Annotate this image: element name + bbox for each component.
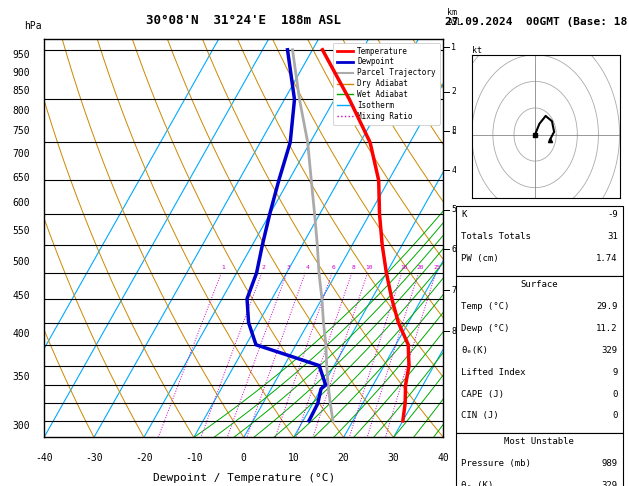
Text: θₑ (K): θₑ (K) — [461, 481, 493, 486]
Text: -10: -10 — [185, 453, 203, 463]
Text: 900: 900 — [13, 68, 30, 78]
Text: 329: 329 — [601, 481, 618, 486]
Text: 450: 450 — [13, 291, 30, 301]
Text: 989: 989 — [601, 459, 618, 469]
Text: 20: 20 — [338, 453, 350, 463]
Text: 10: 10 — [288, 453, 299, 463]
Text: CAPE (J): CAPE (J) — [461, 390, 504, 399]
Text: -30: -30 — [85, 453, 103, 463]
Bar — [456, 206, 623, 276]
Text: Surface: Surface — [521, 280, 558, 289]
Text: 3: 3 — [452, 126, 457, 135]
Text: -40: -40 — [35, 453, 53, 463]
Text: Dewpoint / Temperature (°C): Dewpoint / Temperature (°C) — [153, 473, 335, 483]
Text: 29.9: 29.9 — [596, 302, 618, 311]
Text: 30: 30 — [387, 453, 399, 463]
Text: km
ASL: km ASL — [447, 7, 462, 27]
Text: 4: 4 — [452, 166, 457, 175]
Text: 25: 25 — [433, 265, 441, 270]
Text: 30°08'N  31°24'E  188m ASL: 30°08'N 31°24'E 188m ASL — [146, 14, 342, 27]
Text: -9: -9 — [607, 210, 618, 219]
Text: 400: 400 — [13, 329, 30, 339]
Text: Totals Totals: Totals Totals — [461, 232, 531, 241]
Text: 16: 16 — [400, 265, 408, 270]
Text: 550: 550 — [13, 226, 30, 236]
Text: 1: 1 — [221, 265, 225, 270]
Text: CIN (J): CIN (J) — [461, 412, 499, 420]
Text: 5: 5 — [452, 206, 457, 214]
Text: 0: 0 — [613, 412, 618, 420]
Text: 1.74: 1.74 — [596, 254, 618, 263]
Text: 700: 700 — [13, 149, 30, 159]
Text: 31: 31 — [607, 232, 618, 241]
Text: hPa: hPa — [24, 21, 42, 31]
Text: 2: 2 — [262, 265, 265, 270]
Text: 300: 300 — [13, 421, 30, 432]
Text: Most Unstable: Most Unstable — [504, 437, 574, 447]
Text: 9: 9 — [613, 368, 618, 377]
Text: kt: kt — [472, 46, 482, 55]
Text: 500: 500 — [13, 257, 30, 267]
Text: 6: 6 — [332, 265, 336, 270]
Text: 11.2: 11.2 — [596, 324, 618, 333]
Text: -20: -20 — [135, 453, 153, 463]
Bar — [456, 276, 623, 434]
Text: 850: 850 — [13, 86, 30, 96]
Text: 650: 650 — [13, 173, 30, 183]
Text: 7: 7 — [452, 286, 457, 295]
Text: 0: 0 — [241, 453, 247, 463]
Text: 329: 329 — [601, 346, 618, 355]
Text: 750: 750 — [13, 126, 30, 137]
Text: Temp (°C): Temp (°C) — [461, 302, 509, 311]
Text: K: K — [461, 210, 466, 219]
Text: 3: 3 — [287, 265, 291, 270]
Text: 10: 10 — [365, 265, 373, 270]
Text: 350: 350 — [13, 372, 30, 382]
Text: θₑ(K): θₑ(K) — [461, 346, 488, 355]
Text: 27.09.2024  00GMT (Base: 18): 27.09.2024 00GMT (Base: 18) — [445, 17, 629, 27]
Text: 8: 8 — [352, 265, 355, 270]
Text: Pressure (mb): Pressure (mb) — [461, 459, 531, 469]
Text: PW (cm): PW (cm) — [461, 254, 499, 263]
Text: 40: 40 — [438, 453, 449, 463]
Text: Mixing Ratio (g/kg): Mixing Ratio (g/kg) — [471, 187, 480, 289]
Text: 1: 1 — [452, 43, 457, 52]
Text: 950: 950 — [13, 51, 30, 60]
Text: Lifted Index: Lifted Index — [461, 368, 525, 377]
Text: 0: 0 — [613, 390, 618, 399]
Text: 8: 8 — [452, 327, 457, 336]
Text: 800: 800 — [13, 106, 30, 116]
Text: LCL: LCL — [452, 127, 467, 136]
Text: 2: 2 — [452, 87, 457, 96]
Bar — [456, 434, 623, 486]
Legend: Temperature, Dewpoint, Parcel Trajectory, Dry Adiabat, Wet Adiabat, Isotherm, Mi: Temperature, Dewpoint, Parcel Trajectory… — [333, 43, 440, 125]
Text: 4: 4 — [305, 265, 309, 270]
Text: Dewp (°C): Dewp (°C) — [461, 324, 509, 333]
Text: 20: 20 — [416, 265, 424, 270]
Text: 6: 6 — [452, 245, 457, 254]
Text: 600: 600 — [13, 198, 30, 208]
